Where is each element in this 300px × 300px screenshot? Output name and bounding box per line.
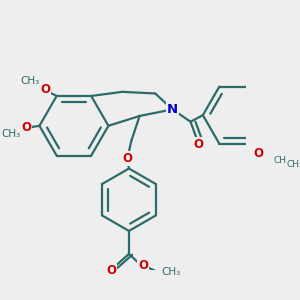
- Text: CH₃: CH₃: [21, 76, 40, 86]
- Text: CH₃: CH₃: [161, 267, 180, 277]
- Text: O: O: [138, 259, 148, 272]
- Text: O: O: [106, 264, 116, 277]
- Text: O: O: [254, 147, 264, 160]
- Text: N: N: [167, 103, 178, 116]
- Text: O: O: [21, 121, 31, 134]
- Text: CH₂: CH₂: [274, 156, 290, 165]
- Text: O: O: [40, 83, 50, 96]
- Text: CH₃: CH₃: [286, 160, 300, 169]
- Text: O: O: [194, 138, 204, 151]
- Text: CH₃: CH₃: [2, 129, 21, 139]
- Text: O: O: [122, 152, 132, 165]
